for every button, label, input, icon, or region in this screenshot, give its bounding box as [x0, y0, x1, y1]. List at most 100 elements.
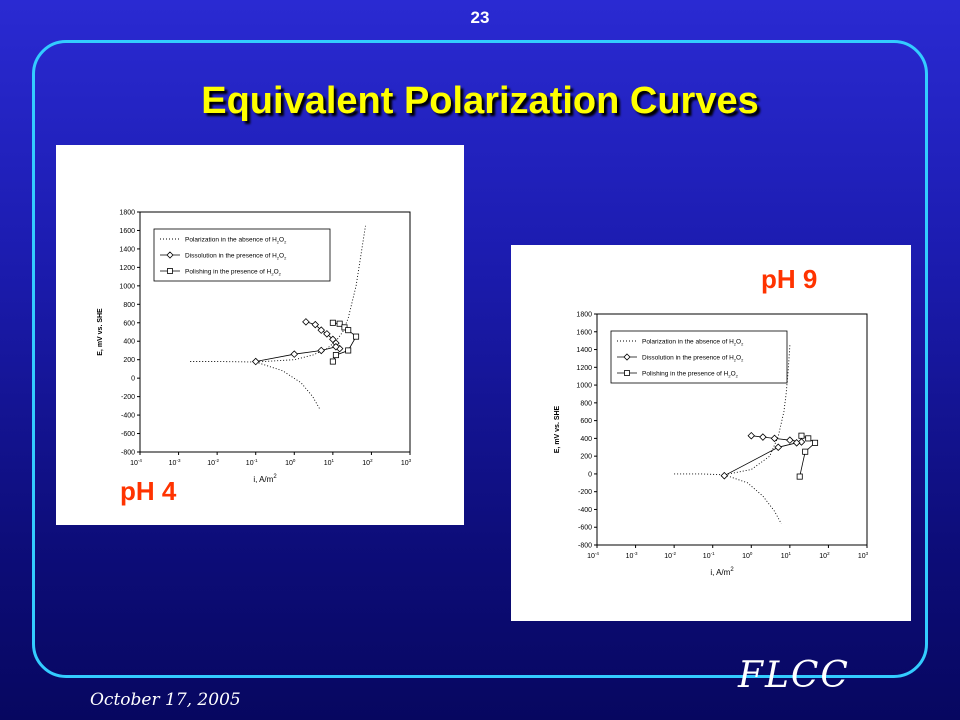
- legend-entry: Polishing in the presence of H2O2: [642, 371, 739, 379]
- legend-entry: Dissolution in the presence of H2O2: [642, 355, 744, 363]
- dissolution-point: [774, 443, 783, 452]
- dissolution-point: [317, 346, 326, 355]
- polishing-point: [336, 320, 343, 327]
- legend-marker-square: [624, 370, 630, 376]
- slide-title: Equivalent Polarization Curves: [201, 80, 759, 122]
- polarization-curve-branch: [674, 345, 791, 476]
- y-tick-label: 400: [123, 339, 135, 346]
- polishing-point: [329, 319, 336, 326]
- y-tick-label: -600: [121, 431, 135, 438]
- polishing-point: [332, 352, 339, 359]
- polishing-point: [353, 333, 360, 340]
- legend-marker-square: [167, 268, 173, 274]
- dissolution-point: [290, 350, 299, 358]
- plot-area: [596, 313, 868, 546]
- x-tick-label: 101: [781, 551, 792, 560]
- y-tick-label: 200: [123, 357, 135, 364]
- dissolution-point: [747, 431, 756, 440]
- ph4-label: pH 4: [120, 476, 177, 506]
- chart-panel-ph4: 1800 1600 1400 1200 1000 800 600 400 200 0 -200 -40…: [56, 145, 464, 525]
- x-tick-label: 10-1: [703, 551, 715, 560]
- legend-entry: Polarization in the absence of H2O2: [642, 339, 744, 347]
- x-tick-label: 10-1: [246, 458, 258, 467]
- y-tick-label: -400: [121, 413, 135, 420]
- y-tick-label: -800: [121, 450, 135, 457]
- legend-box: [153, 228, 331, 282]
- plot-area: [139, 211, 411, 453]
- x-tick-label: 102: [819, 551, 830, 560]
- y-tick-label: 200: [580, 454, 592, 461]
- y-tick-label: 600: [123, 320, 135, 327]
- dissolution-point: [770, 434, 779, 443]
- legend-marker-diamond: [166, 251, 174, 259]
- y-tick-label: -200: [578, 489, 592, 496]
- legend-entry: Polarization in the absence of H2O2: [185, 237, 287, 245]
- legend-entry: Polishing in the presence of H2O2: [185, 269, 282, 277]
- y-tick-label: 1000: [576, 383, 592, 390]
- y-tick-label: 1600: [576, 329, 592, 336]
- y-tick-label: 1800: [576, 312, 592, 319]
- x-tick-label: 103: [858, 551, 869, 560]
- x-axis-title: i, A/m2: [253, 474, 277, 484]
- polarization-curve-branch: [724, 474, 782, 524]
- x-axis-title: i, A/m2: [710, 567, 734, 577]
- x-tick-label: 10-3: [626, 551, 638, 560]
- dissolution-point: [332, 343, 340, 351]
- x-tick-label: 101: [324, 458, 335, 467]
- dissolution-point: [797, 438, 806, 446]
- y-tick-label: 1200: [119, 265, 135, 272]
- polishing-point: [345, 327, 352, 334]
- slide-number: 23: [470, 8, 490, 27]
- y-tick-label: 1800: [119, 210, 135, 217]
- x-tick-label: 10-2: [664, 551, 676, 560]
- dissolution-point: [759, 433, 767, 441]
- y-tick-label: 0: [131, 376, 135, 383]
- dissolution-point: [302, 318, 310, 326]
- x-tick-label: 102: [362, 458, 373, 467]
- footer-date: October 17, 2005: [90, 690, 241, 710]
- dissolution-point: [792, 439, 801, 447]
- polishing-point: [798, 432, 805, 439]
- dissolution-point: [786, 436, 794, 444]
- y-tick-label: 1400: [119, 246, 135, 253]
- y-tick-label: 800: [580, 400, 592, 407]
- polishing-point: [802, 448, 809, 455]
- dissolution-point: [311, 320, 320, 329]
- polarization-chart-ph4: 1800 1600 1400 1200 1000 800 600 400 200 0 -200 -40…: [97, 210, 412, 485]
- polishing-point: [329, 358, 336, 365]
- y-axis-title: E, mV vs. SHE: [554, 405, 561, 453]
- polishing-point: [812, 439, 819, 446]
- polishing-point: [805, 435, 812, 442]
- dissolution-point: [251, 357, 260, 366]
- dissolution-curve: [255, 321, 341, 362]
- slide-frame: [32, 40, 928, 678]
- x-tick-label: 100: [742, 551, 753, 560]
- footer-logo: FLCC: [738, 655, 850, 696]
- x-tick-label: 10-4: [587, 551, 599, 560]
- legend-box: [610, 330, 788, 384]
- y-tick-label: -800: [578, 543, 592, 550]
- y-tick-label: -600: [578, 525, 592, 532]
- ph9-label: pH 9: [761, 264, 818, 294]
- y-tick-label: 600: [580, 418, 592, 425]
- x-tick-label: 100: [285, 458, 296, 467]
- polishing-point: [796, 473, 803, 480]
- y-axis-title: E, mV vs. SHE: [97, 308, 104, 356]
- legend-marker-diamond: [623, 353, 631, 361]
- polarization-curve-branch: [255, 361, 320, 409]
- x-tick-label: 103: [401, 458, 412, 467]
- polarization-chart-ph9: 1800 1600 1400 1200 1000 800 600 400 200 0 -200 -40…: [554, 312, 869, 578]
- y-tick-label: -200: [121, 394, 135, 401]
- dissolution-point: [323, 330, 331, 338]
- dissolution-point: [720, 471, 729, 480]
- y-tick-label: 1400: [576, 347, 592, 354]
- y-tick-label: 1200: [576, 365, 592, 372]
- y-tick-label: 400: [580, 436, 592, 443]
- y-tick-label: 0: [588, 471, 592, 478]
- x-tick-label: 10-4: [130, 458, 142, 467]
- legend-entry: Dissolution in the presence of H2O2: [185, 253, 287, 261]
- y-tick-label: 1000: [119, 283, 135, 290]
- polarization-curve-branch: [190, 225, 366, 363]
- x-tick-label: 10-2: [207, 458, 219, 467]
- x-tick-label: 10-3: [169, 458, 181, 467]
